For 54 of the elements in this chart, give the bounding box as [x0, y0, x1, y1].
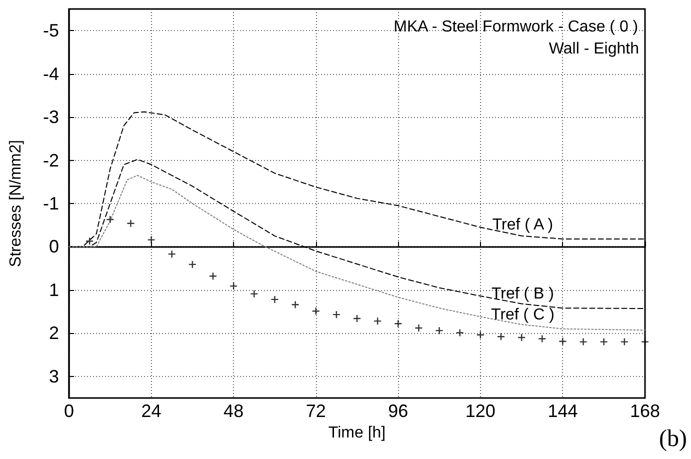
y-axis-title: Stresses [N/mm2] — [8, 140, 24, 268]
x-tick-label: 96 — [388, 401, 408, 421]
y-tick-label: 2 — [48, 323, 59, 344]
point — [291, 300, 300, 309]
point — [435, 326, 444, 335]
point — [126, 219, 135, 228]
point — [250, 290, 258, 298]
point — [476, 330, 485, 339]
y-tick-label: -3 — [42, 107, 59, 128]
point — [373, 316, 382, 326]
point — [640, 338, 650, 346]
x-tick-label: 144 — [548, 401, 578, 421]
text: (b) — [659, 426, 687, 452]
series-label: Tref ( C ) — [491, 306, 554, 324]
point — [456, 328, 464, 337]
y-tick-label: -2 — [42, 150, 59, 170]
text: MKA - Steel Formwork - Case ( 0 ) — [394, 18, 638, 36]
point — [332, 310, 341, 319]
point — [579, 338, 588, 346]
point — [188, 260, 197, 269]
point — [229, 282, 238, 290]
y-tick-label: 3 — [48, 366, 59, 386]
point — [620, 338, 629, 346]
point — [312, 307, 320, 316]
x-tick-label: 120 — [465, 401, 496, 421]
point — [208, 272, 218, 280]
x-tick-label: 0 — [64, 401, 74, 421]
point — [352, 314, 362, 323]
x-tick-label: 168 — [630, 401, 660, 421]
x-tick-label: 48 — [224, 401, 244, 421]
text: Wall - Eighth — [548, 40, 640, 58]
point — [558, 337, 567, 346]
x-axis-title: Time [h] — [328, 424, 386, 442]
point — [600, 338, 608, 346]
y-tick-label: -1 — [42, 194, 59, 214]
point — [496, 332, 506, 341]
x-tick-label: 72 — [306, 401, 326, 421]
series-label: Tref ( B ) — [491, 286, 554, 303]
point — [517, 333, 526, 342]
point — [270, 295, 279, 304]
point — [106, 215, 114, 224]
point — [414, 324, 423, 332]
point — [168, 250, 176, 258]
y-tick-label: -5 — [42, 20, 59, 41]
x-tick-label: 24 — [141, 401, 162, 421]
series-label: Tref ( A ) — [492, 216, 554, 234]
y-tick-label: 0 — [48, 236, 59, 257]
line-series — [68, 174, 646, 331]
point — [85, 237, 94, 246]
y-tick-label: 1 — [48, 280, 59, 300]
point — [394, 320, 402, 328]
point — [538, 334, 546, 343]
point — [147, 236, 156, 244]
y-tick-label: -4 — [42, 64, 59, 84]
